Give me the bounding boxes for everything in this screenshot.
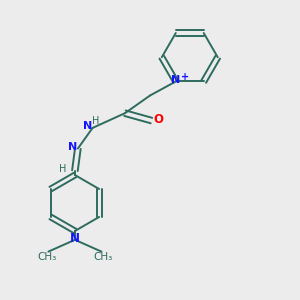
Text: CH₃: CH₃ [93,252,112,262]
Text: O: O [154,113,164,127]
Text: CH₃: CH₃ [37,252,57,262]
Text: N: N [83,122,92,131]
Text: +: + [181,72,189,82]
Text: H: H [92,116,99,126]
Text: H: H [59,164,67,174]
Text: N: N [68,142,77,152]
Text: N: N [171,75,180,85]
Text: N: N [70,232,80,245]
